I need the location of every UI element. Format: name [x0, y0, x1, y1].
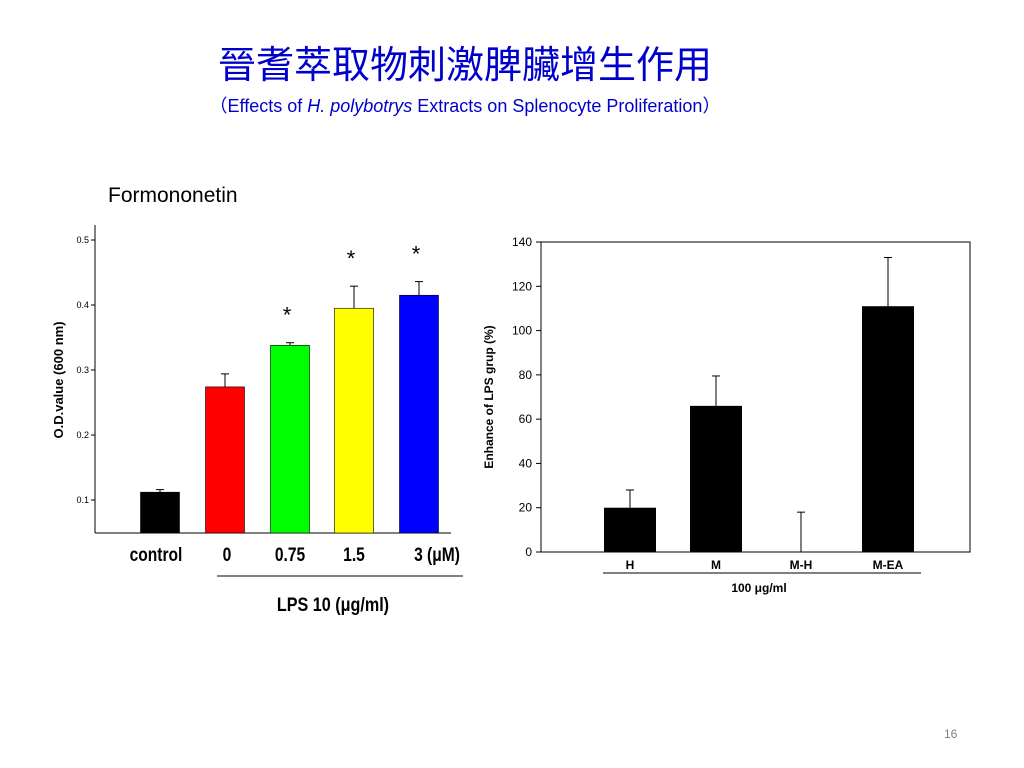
y-tick-label: 0.5: [76, 235, 89, 245]
chart-od-value: 0.1 0.2 0.3 0.4 0.5 * * * control 0 0.75 1.5 3 (μM) L…: [51, 225, 463, 615]
x-tick-label: M-EA: [873, 558, 904, 572]
bar: [334, 307, 374, 534]
plot-frame: [540, 241, 971, 553]
group-label: LPS 10 (μg/ml): [277, 594, 389, 616]
y-tick-label: 0.1: [76, 495, 89, 505]
y-tick-label: 0.4: [76, 300, 89, 310]
title-en-species: H. polybotrys: [307, 96, 413, 116]
y-tick-label: 0.2: [76, 430, 89, 440]
group-label: 100 μg/ml: [731, 581, 786, 595]
y-tick-label: 20: [519, 501, 533, 515]
bar: [399, 294, 439, 534]
significance-mark: *: [412, 242, 421, 267]
x-tick-label: control: [130, 544, 183, 566]
x-tick-label: 0.75: [275, 544, 306, 566]
x-tick-label: M: [711, 558, 721, 572]
bar: [604, 507, 656, 552]
significance-mark: *: [347, 246, 356, 271]
x-tick-label: M-H: [790, 558, 813, 572]
x-tick-label: 1.5: [343, 544, 365, 566]
title-en-suffix: Extracts on Splenocyte Proliferation）: [412, 96, 721, 116]
title-en-prefix: （Effects of: [209, 96, 308, 116]
compound-label: Formononetin: [108, 184, 238, 207]
y-tick-label: 140: [512, 235, 532, 249]
y-tick-label: 40: [519, 456, 533, 470]
page-number: 16: [944, 727, 958, 741]
bar: [690, 405, 742, 552]
x-tick-label: 0: [223, 544, 232, 566]
y-tick-label: 120: [512, 279, 532, 293]
x-tick-label: 3 (μM): [414, 544, 460, 566]
y-tick-label: 0.3: [76, 365, 89, 375]
y-tick-label: 80: [519, 368, 533, 382]
y-tick-label: 0: [525, 545, 532, 559]
chart-enhance-lps: 0 20 40 60 80 100 120 140 H M M-H M-EA 100 μg/ml Enha…: [482, 235, 971, 595]
y-tick-label: 60: [519, 412, 533, 426]
bar: [862, 306, 914, 552]
y-axis-title: O.D.value (600 nm): [51, 321, 66, 438]
bar: [140, 491, 180, 534]
y-tick-label: 100: [512, 324, 532, 338]
x-tick-label: H: [626, 558, 635, 572]
y-axis-title: Enhance of LPS grup (%): [482, 325, 496, 468]
significance-mark: *: [283, 303, 292, 328]
bar: [205, 386, 245, 534]
slide-title-english: （Effects of H. polybotrys Extracts on Sp…: [0, 92, 930, 118]
bar: [270, 344, 310, 534]
slide-title: 晉耆萃取物刺激脾臟增生作用: [217, 43, 712, 87]
